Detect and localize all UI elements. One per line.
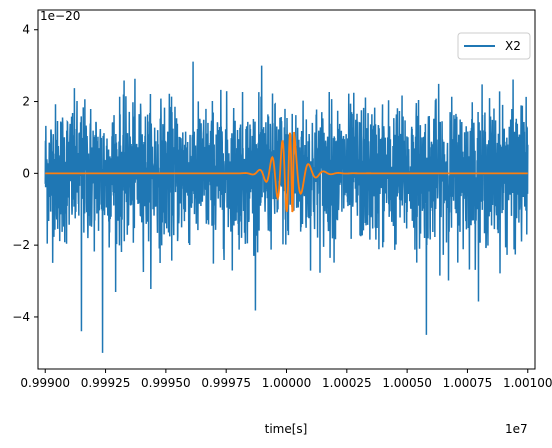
x-tick-label: 1.00075 (443, 376, 493, 390)
x-tick-label: 1.00025 (322, 376, 372, 390)
y-tick-label: −4 (12, 310, 30, 324)
x-tick-label: 1.00050 (382, 376, 432, 390)
y-axis: −4 −2 0 2 4 (12, 23, 38, 324)
series-orange (45, 131, 528, 213)
y-tick-label: 0 (22, 166, 30, 180)
x-axis: 0.99900 0.99925 0.99950 0.99975 1.00000 1.000… (20, 369, 552, 390)
x-tick-label: 0.99925 (81, 376, 131, 390)
series-orange-line (45, 131, 528, 213)
y-tick-label: 2 (22, 95, 30, 109)
y-offset-label: 1e−20 (40, 9, 80, 23)
x-tick-label: 1.00000 (262, 376, 312, 390)
x-tick-label: 0.99950 (141, 376, 191, 390)
x-tick-label: 0.99900 (20, 376, 70, 390)
series-x2 (44, 61, 529, 353)
x-offset-label: 1e7 (505, 422, 528, 436)
series-x2-line (44, 61, 529, 353)
y-tick-label: −2 (12, 238, 30, 252)
legend-label: X2 (505, 39, 521, 53)
x-tick-label: 1.00100 (503, 376, 552, 390)
legend: X2 (457, 32, 531, 60)
y-tick-label: 4 (22, 23, 30, 37)
x-tick-label: 0.99975 (201, 376, 251, 390)
x-axis-label: time[s] (265, 422, 308, 436)
